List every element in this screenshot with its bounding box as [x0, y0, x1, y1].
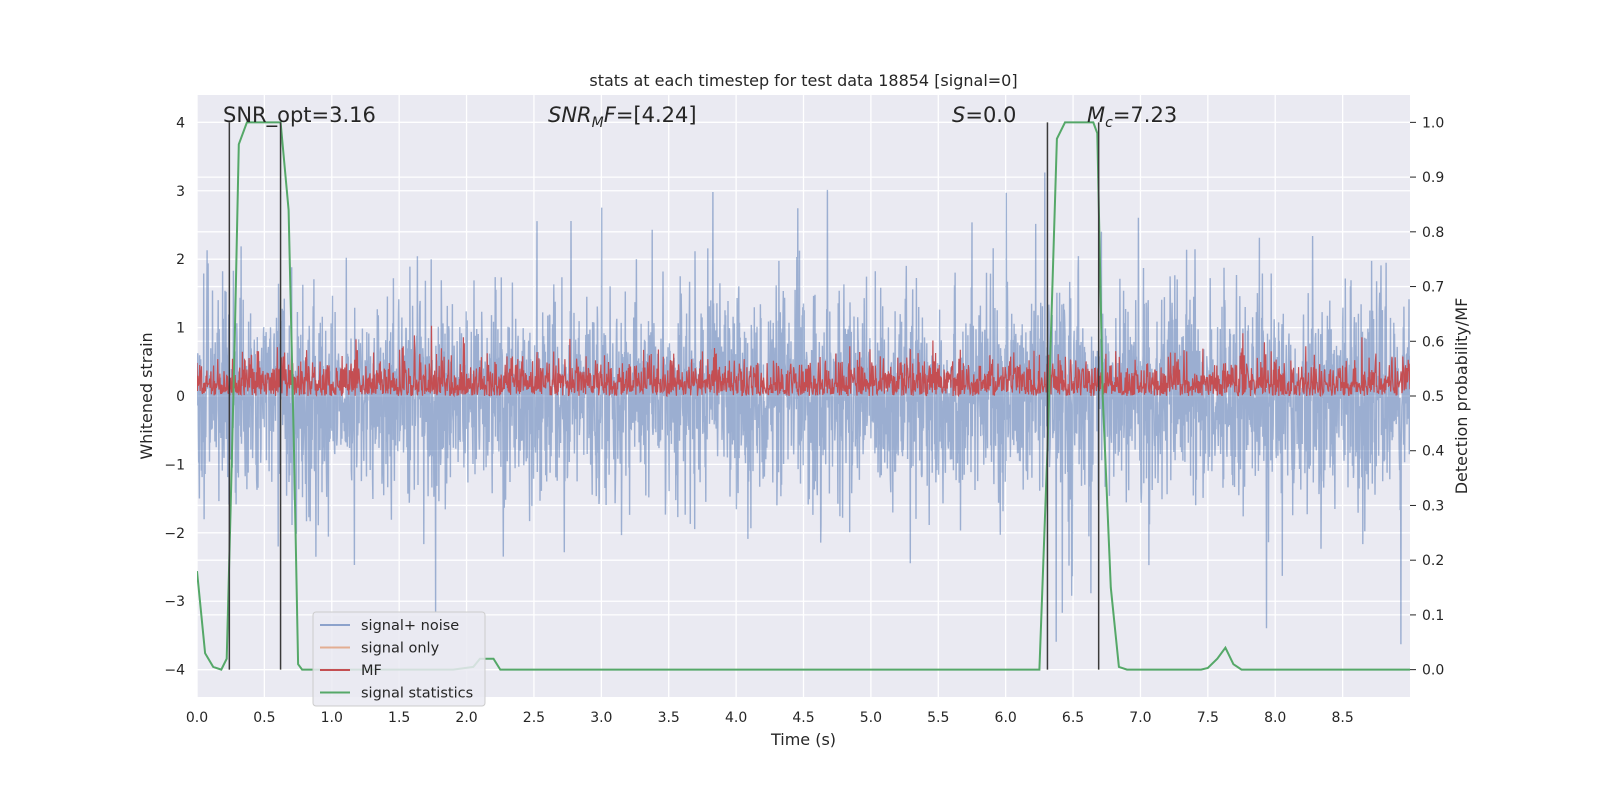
y-tick-label-right: 0.7 [1422, 280, 1444, 296]
y-tick-label-left: 4 [176, 115, 185, 131]
x-tick-label: 0.0 [186, 710, 208, 726]
x-axis-label: Time (s) [770, 730, 836, 749]
y-tick-label-left: −3 [164, 594, 185, 610]
y-tick-label-left: −1 [164, 457, 185, 473]
chart-title: stats at each timestep for test data 188… [589, 71, 1017, 90]
annotation-text: SNRMF=[4.24] [548, 103, 697, 131]
annotation-symbol: M [1087, 103, 1105, 127]
x-tick-label: 5.5 [927, 710, 949, 726]
axis-ticks: 0.0 0.5 1.0 1.5 2.0 2.5 3.0 3.5 4.0 4.5 5.0 5.5 6.0 6… [164, 115, 1444, 726]
annotation-symbol-rest: F [604, 103, 617, 127]
y-axis-label-left: Whitened strain [137, 332, 156, 459]
series-signal-statistics [197, 121, 1410, 671]
y-axis-label-right: Detection probability/MF [1452, 298, 1471, 495]
annotations: SNR_opt=3.16 SNRMF=[4.24] S=0.0 Mc=7.23 [223, 103, 1177, 131]
series-mf [197, 325, 1410, 398]
x-tick-label: 8.5 [1331, 710, 1353, 726]
legend-label: signal+ noise [361, 618, 459, 634]
y-tick-label-right: 0.8 [1422, 225, 1444, 241]
annotation-text: SNR_opt=3.16 [223, 103, 376, 128]
annotation-text: S=0.0 [952, 103, 1016, 127]
x-tick-label: 2.5 [523, 710, 545, 726]
y-tick-label-left: −4 [164, 663, 185, 679]
x-tick-label: 1.0 [321, 710, 343, 726]
x-tick-label: 3.0 [590, 710, 612, 726]
y-tick-label-left: 1 [176, 321, 185, 337]
y-tick-label-left: −2 [164, 526, 185, 542]
y-tick-label-right: 0.6 [1422, 334, 1444, 350]
x-tick-label: 4.5 [792, 710, 814, 726]
x-tick-label: 7.5 [1197, 710, 1219, 726]
vertical-markers [228, 122, 1100, 670]
annotation-value: =7.23 [1113, 103, 1177, 127]
x-tick-label: 7.0 [1129, 710, 1151, 726]
y-tick-label-right: 0.0 [1422, 663, 1444, 679]
annotation-value: =[4.24] [616, 103, 697, 127]
y-tick-label-right: 0.9 [1422, 170, 1444, 186]
x-tick-label: 6.5 [1062, 710, 1084, 726]
annotation-symbol: S [952, 103, 965, 127]
y-tick-label-right: 0.5 [1422, 389, 1444, 405]
series-layer [197, 121, 1410, 671]
y-tick-label-left: 2 [176, 252, 185, 268]
x-tick-label: 0.5 [253, 710, 275, 726]
annotation-value: =0.0 [965, 103, 1016, 127]
x-tick-label: 4.0 [725, 710, 747, 726]
y-tick-label-right: 0.1 [1422, 608, 1444, 624]
annotation-text: Mc=7.23 [1087, 103, 1177, 131]
x-tick-label: 1.5 [388, 710, 410, 726]
y-tick-label-right: 1.0 [1422, 115, 1444, 131]
y-tick-label-left: 0 [176, 389, 185, 405]
annotation-symbol: SNR [548, 103, 592, 127]
legend-box [312, 611, 486, 707]
legend-label: signal statistics [361, 686, 473, 702]
legend-label: MF [361, 663, 382, 679]
y-tick-label-right: 0.4 [1422, 444, 1444, 460]
legend-label: signal only [361, 641, 440, 657]
annotation-subscript: c [1105, 115, 1113, 131]
y-tick-label-left: 3 [176, 184, 185, 200]
x-tick-label: 2.0 [455, 710, 477, 726]
x-tick-label: 5.0 [860, 710, 882, 726]
y-tick-label-right: 0.2 [1422, 553, 1444, 569]
legend: signal+ noise signal only MF signal statist… [312, 611, 486, 707]
y-tick-label-right: 0.3 [1422, 498, 1444, 514]
x-tick-label: 6.0 [995, 710, 1017, 726]
x-tick-label: 3.5 [658, 710, 680, 726]
x-tick-label: 8.0 [1264, 710, 1286, 726]
annotation-subscript: M [592, 115, 604, 131]
